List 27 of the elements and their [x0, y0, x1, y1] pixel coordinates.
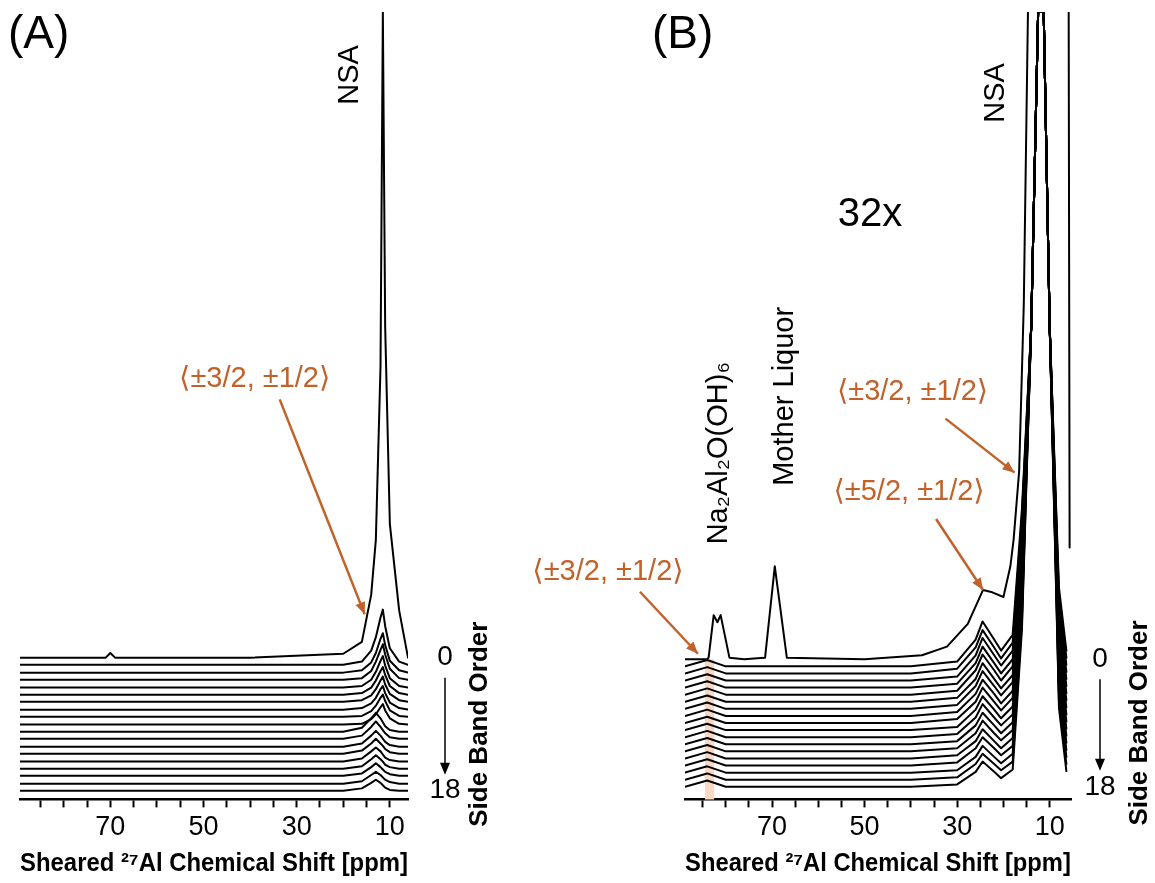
- x-tick-label: 30: [942, 811, 973, 842]
- x-tick-label: 70: [756, 811, 788, 842]
- annotation: NSA: [331, 44, 364, 105]
- annotation: ⟨±5/2, ±1/2⟩: [833, 473, 985, 506]
- x-tick-label: 50: [188, 811, 219, 842]
- chart-title: (A): [8, 6, 70, 58]
- annotation: ⟨±3/2, ±1/2⟩: [836, 373, 989, 406]
- x-tick-label: 70: [95, 811, 126, 842]
- annotation: Mother Liquor: [766, 306, 799, 486]
- y2-axis-title: Side Band Order: [463, 621, 494, 827]
- text: 0: [1092, 641, 1108, 673]
- legend-label: 18: [429, 773, 461, 805]
- series-label: 0: [437, 640, 453, 672]
- annotation: NSA: [977, 62, 1010, 123]
- annotation: ⟨±3/2, ±1/2⟩: [532, 553, 684, 586]
- chart-title: (B): [652, 6, 714, 58]
- legend-label: 18: [1084, 769, 1116, 801]
- x-axis-title: Sheared ²⁷Al Chemical Shift [ppm]: [685, 846, 1071, 876]
- annotation: ⟨±3/2, ±1/2⟩: [179, 361, 331, 394]
- y2-axis-title: Side Band Order: [1123, 620, 1154, 826]
- annotation: Na₂Al₂O(OH)₆: [700, 361, 733, 545]
- x-tick-label: 10: [1034, 811, 1065, 842]
- x-axis-title: Sheared ²⁷Al Chemical Shift [ppm]: [20, 846, 408, 876]
- annotation: 32x: [837, 190, 903, 235]
- x-tick-label: 10: [374, 811, 405, 842]
- x-tick-label: 50: [849, 811, 880, 842]
- x-tick-label: 30: [281, 811, 312, 842]
